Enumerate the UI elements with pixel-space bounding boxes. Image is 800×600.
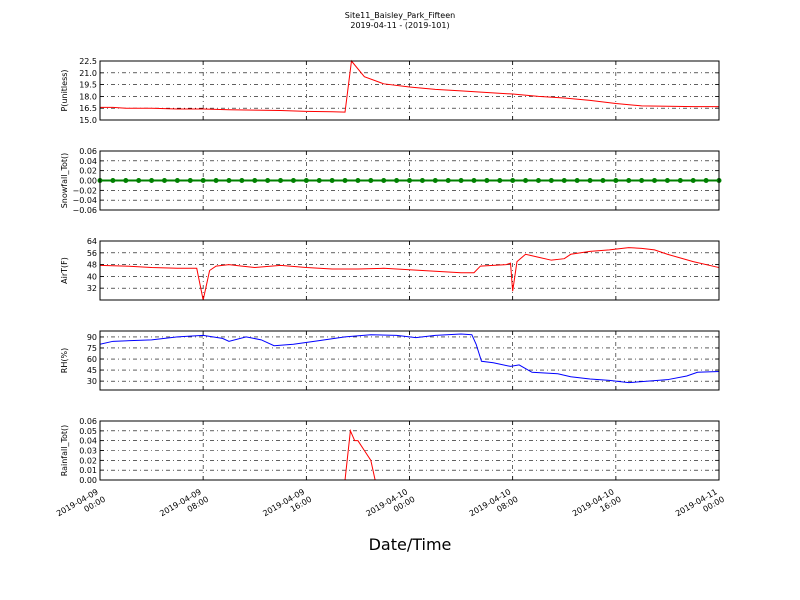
data-point <box>432 178 438 183</box>
y-axis-label: AirT(F) <box>60 257 69 284</box>
data-point <box>548 178 554 183</box>
data-point <box>484 178 490 183</box>
y-tick-label: 0.03 <box>79 447 97 456</box>
data-point <box>600 178 606 183</box>
y-tick-label: 32 <box>87 284 97 293</box>
data-point <box>394 178 400 183</box>
figure-subtitle: 2019-04-11 - (2019-101) <box>350 21 449 30</box>
y-tick-label: 19.5 <box>79 81 97 90</box>
data-point <box>123 178 129 183</box>
data-point <box>252 178 258 183</box>
data-point <box>265 178 271 183</box>
y-tick-label: 90 <box>87 333 97 342</box>
y-tick-label: 16.5 <box>79 104 97 113</box>
data-point <box>226 178 232 183</box>
y-tick-label: 0.02 <box>79 456 97 465</box>
y-tick-label: 0.04 <box>79 437 97 446</box>
data-point <box>523 178 529 183</box>
data-point <box>613 178 619 183</box>
y-axis-label: P(unitless) <box>60 69 69 111</box>
data-point <box>690 178 696 183</box>
y-tick-label: 0.00 <box>79 476 97 485</box>
data-point <box>639 178 645 183</box>
y-tick-label: 0.06 <box>79 147 97 156</box>
data-point <box>652 178 658 183</box>
y-tick-label: 0.06 <box>79 417 97 426</box>
y-axis-label: RH(%) <box>60 348 69 373</box>
data-point <box>187 178 193 183</box>
plot-frame <box>99 240 720 301</box>
y-tick-label: 22.5 <box>79 57 97 66</box>
data-point <box>200 178 206 183</box>
data-point <box>497 178 503 183</box>
y-tick-label: −0.06 <box>72 206 97 215</box>
data-point <box>110 178 116 183</box>
data-line <box>99 333 720 384</box>
data-point <box>329 178 335 183</box>
y-tick-label: 0.00 <box>79 177 97 186</box>
y-tick-label: 64 <box>87 237 97 246</box>
data-line <box>100 428 719 481</box>
y-tick-label: 30 <box>87 377 97 386</box>
data-point <box>316 178 322 183</box>
data-point <box>290 178 296 183</box>
y-tick-label: 21.0 <box>79 69 97 78</box>
data-point <box>445 178 451 183</box>
data-point <box>149 178 155 183</box>
data-point <box>342 178 348 183</box>
plot-frame <box>99 420 720 481</box>
data-point <box>213 178 219 183</box>
data-point <box>368 178 374 183</box>
y-tick-label: 40 <box>87 272 97 281</box>
data-point <box>303 178 309 183</box>
data-point <box>355 178 361 183</box>
data-line <box>100 59 719 113</box>
y-tick-label: 75 <box>87 344 97 353</box>
data-point <box>161 178 167 183</box>
plot-frame <box>99 60 720 121</box>
data-point <box>381 178 387 183</box>
data-point <box>664 178 670 183</box>
data-point <box>407 178 412 183</box>
y-tick-label: 0.05 <box>79 427 97 436</box>
data-point <box>136 178 142 183</box>
data-point <box>471 178 477 183</box>
data-point <box>535 178 541 183</box>
data-point <box>174 178 180 183</box>
y-tick-label: 18.0 <box>79 92 97 101</box>
data-point <box>587 178 593 183</box>
y-tick-label: 56 <box>87 249 97 258</box>
figure-title: Site11_Baisley_Park_Fifteen <box>345 11 455 20</box>
y-tick-label: 0.02 <box>79 167 97 176</box>
y-tick-label: 45 <box>87 366 97 375</box>
data-point <box>239 178 245 183</box>
y-tick-label: 15.0 <box>79 116 97 125</box>
y-tick-label: −0.04 <box>72 196 97 205</box>
data-point <box>458 178 464 183</box>
plot-frame <box>99 150 720 211</box>
y-tick-label: 60 <box>87 355 97 364</box>
y-tick-label: 0.04 <box>79 157 97 166</box>
data-point <box>278 178 284 183</box>
y-tick-label: 48 <box>87 261 97 270</box>
data-point <box>703 178 709 183</box>
y-tick-label: −0.02 <box>72 186 97 195</box>
plot-frame <box>99 330 720 391</box>
data-point <box>574 178 580 183</box>
data-line <box>99 247 720 301</box>
y-axis-label: Snowfall_Tot() <box>60 153 69 209</box>
y-axis-label: Rainfall_Tot() <box>60 425 69 477</box>
y-tick-label: 0.01 <box>79 466 97 475</box>
x-axis-label: Date/Time <box>369 535 452 554</box>
data-point <box>561 178 567 183</box>
data-point <box>419 178 425 183</box>
data-point <box>626 178 632 183</box>
data-point <box>677 178 683 183</box>
data-point <box>510 178 516 183</box>
